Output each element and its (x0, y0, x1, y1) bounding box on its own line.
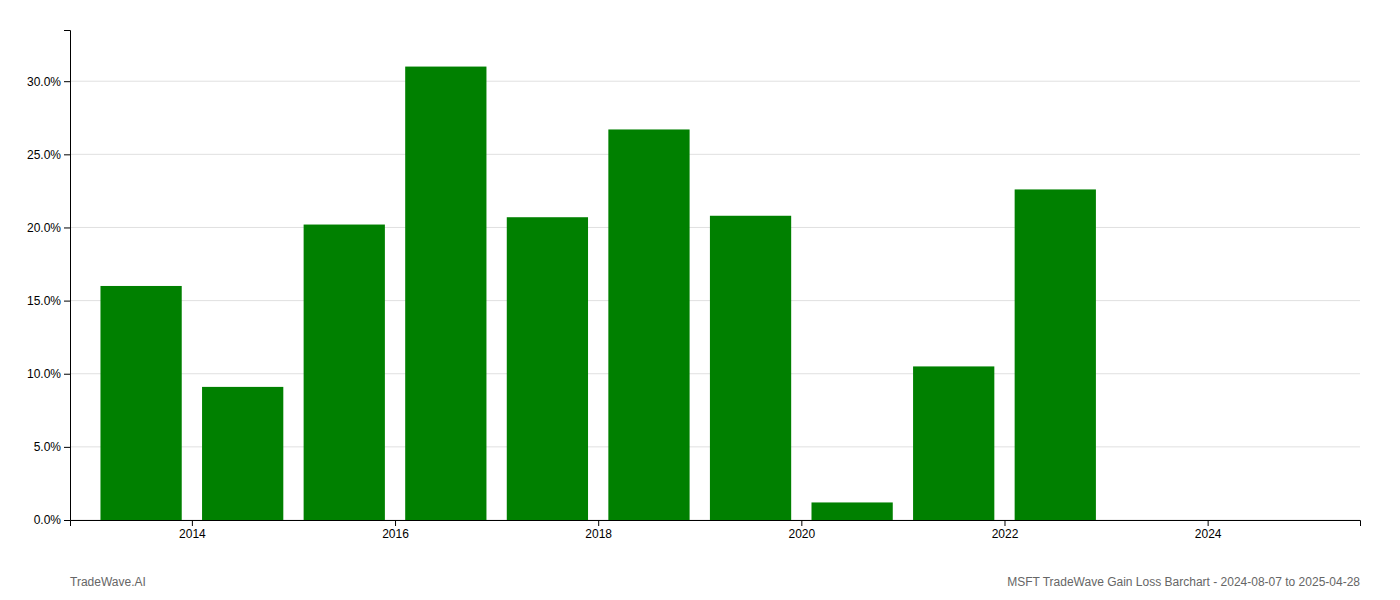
bar (608, 129, 689, 520)
x-tick: 2014 (179, 520, 206, 541)
grid-line (70, 81, 1360, 82)
y-tick-label: 30.0% (27, 75, 61, 89)
y-tick-mark (64, 301, 70, 302)
x-tick-mark (801, 520, 802, 526)
annotation: MSFT TradeWave Gain Loss Barchart - 2024… (1007, 575, 1360, 589)
x-tick-mark (1208, 520, 1209, 526)
annotations: TradeWave.AI MSFT TradeWave Gain Loss Bar… (70, 575, 1360, 589)
y-tick-label: 20.0% (27, 221, 61, 235)
y-tick-mark (64, 374, 70, 375)
y-tick: 25.0% (27, 148, 70, 162)
x-tick-label: 2020 (788, 527, 815, 541)
grid-line (70, 154, 1360, 155)
y-tick: 20.0% (27, 221, 70, 235)
bar (405, 67, 486, 520)
x-tick-label: 2014 (179, 527, 206, 541)
x-tick: 2016 (382, 520, 409, 541)
bar (304, 225, 385, 520)
x-axis-line (71, 521, 1361, 527)
x-tick: 2018 (585, 520, 612, 541)
y-tick-mark (64, 81, 70, 82)
y-tick-mark (64, 447, 70, 448)
x-tick-mark (1004, 520, 1005, 526)
x-tick: 2022 (992, 520, 1019, 541)
y-tick-label: 10.0% (27, 367, 61, 381)
y-tick-mark (64, 520, 70, 521)
x-axis: 2014 2016 2018 2020 2022 2024 (71, 520, 1361, 541)
y-axis: 0.0% 5.0% 10.0% 15.0% 20.0% 25.0% 30.0% (27, 31, 71, 528)
y-tick: 30.0% (27, 75, 70, 89)
x-tick: 2020 (788, 520, 815, 541)
grid (70, 81, 1360, 520)
x-tick-label: 2024 (1195, 527, 1222, 541)
chart: 0.0%5.0%10.0%15.0%20.0%25.0%30.0%2014201… (0, 0, 1400, 600)
x-tick-mark (598, 520, 599, 526)
bar (202, 387, 283, 520)
y-axis-line (64, 31, 71, 521)
y-tick-label: 0.0% (34, 513, 62, 527)
y-tick-mark (64, 154, 70, 155)
y-tick-label: 25.0% (27, 148, 61, 162)
x-tick-label: 2022 (992, 527, 1019, 541)
x-tick-mark (192, 520, 193, 526)
x-tick-mark (395, 520, 396, 526)
bar (507, 217, 588, 520)
y-tick: 0.0% (34, 513, 70, 527)
annotation: TradeWave.AI (70, 575, 146, 589)
bar (811, 502, 892, 520)
x-tick: 2024 (1195, 520, 1222, 541)
y-tick-label: 15.0% (27, 294, 61, 308)
y-tick: 10.0% (27, 367, 70, 381)
x-tick-label: 2018 (585, 527, 612, 541)
plot-area: 0.0%5.0%10.0%15.0%20.0%25.0%30.0%2014201… (27, 31, 1361, 541)
y-tick-label: 5.0% (34, 440, 62, 454)
x-tick-label: 2016 (382, 527, 409, 541)
y-tick-mark (64, 227, 70, 228)
bar (710, 216, 791, 520)
bar (1015, 189, 1096, 520)
bar (913, 366, 994, 520)
bars (100, 67, 1095, 520)
y-tick: 5.0% (34, 440, 70, 454)
y-tick: 15.0% (27, 294, 70, 308)
bar (100, 286, 181, 520)
